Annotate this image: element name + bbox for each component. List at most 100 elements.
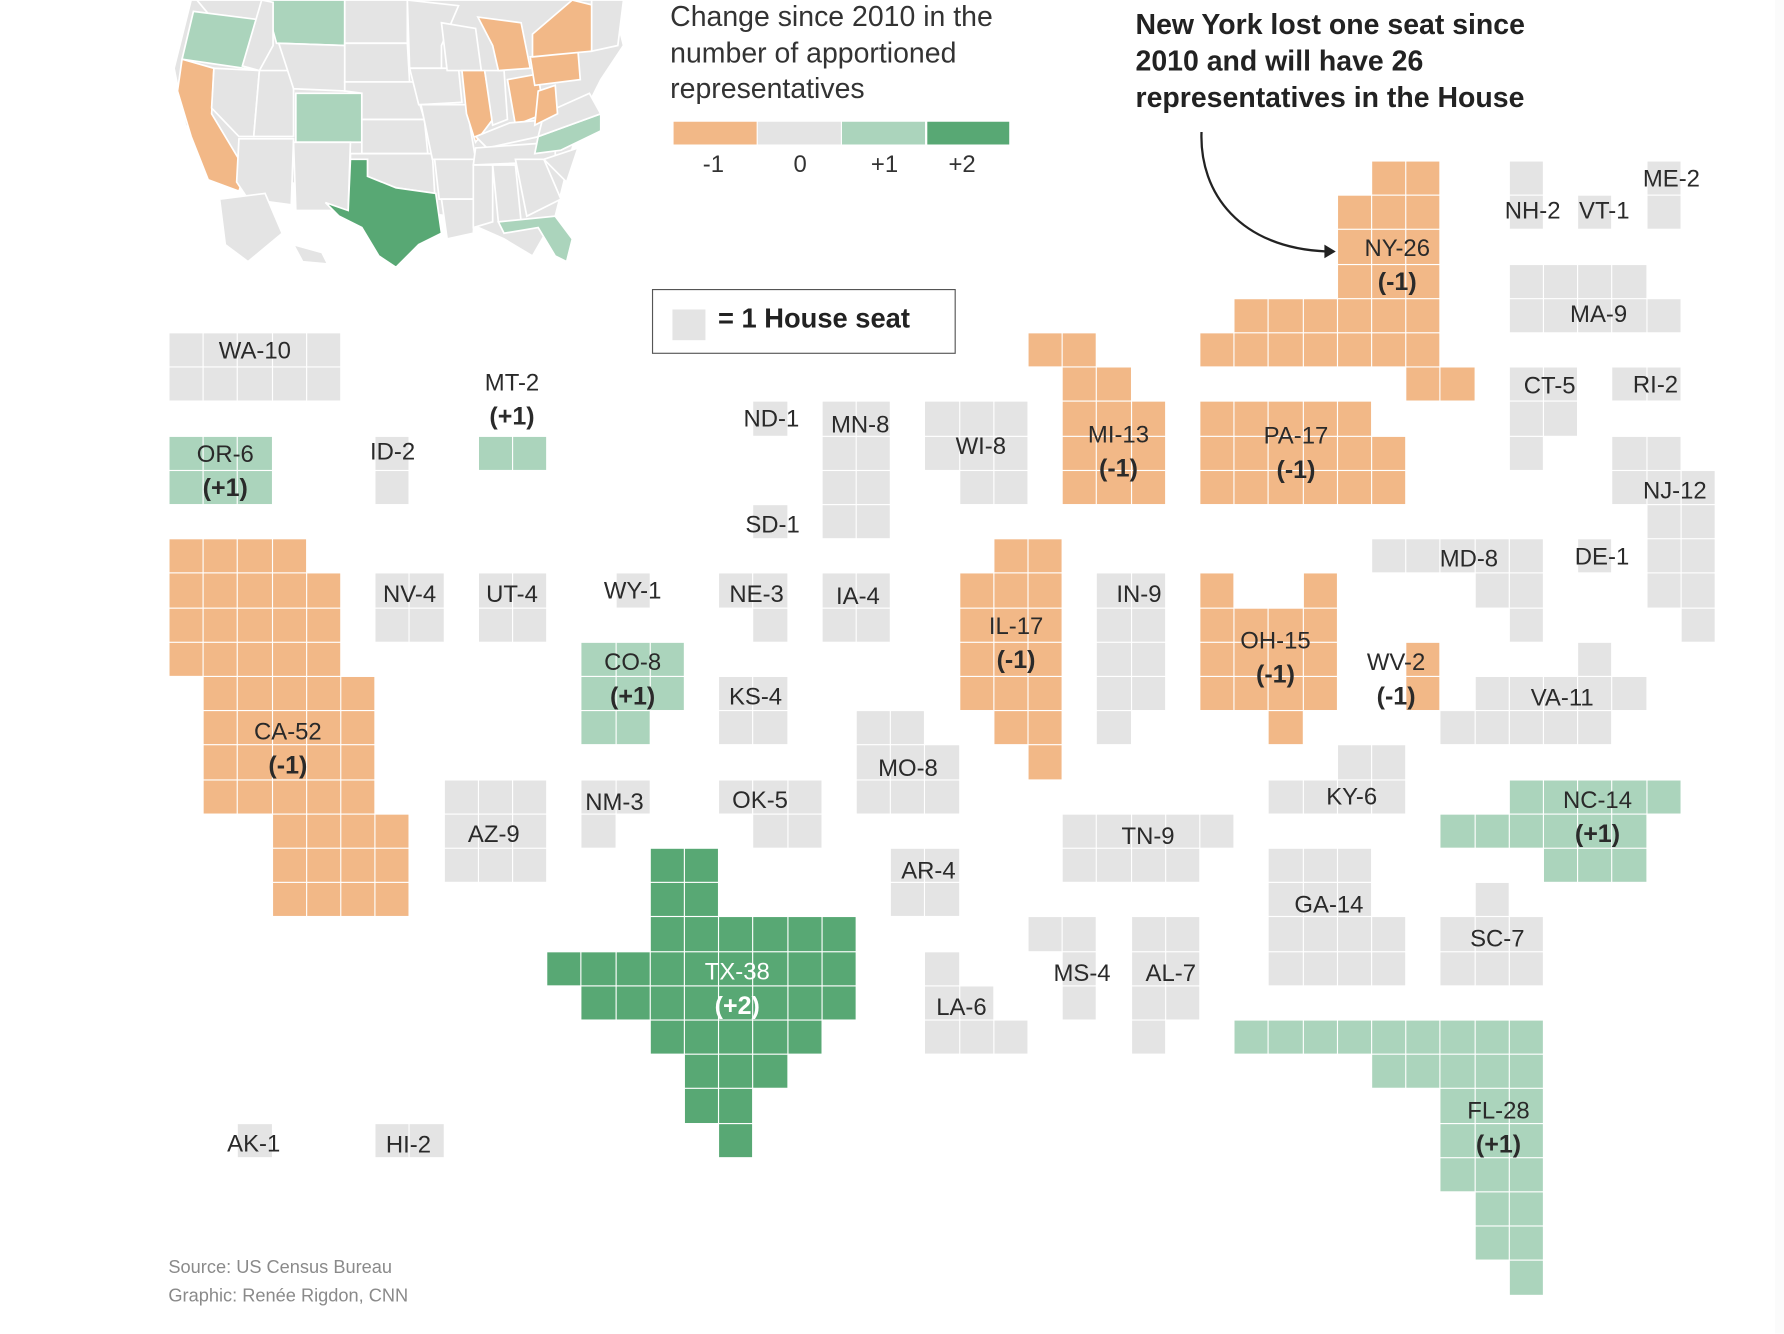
seat-tile xyxy=(1269,951,1303,986)
seat-tile xyxy=(238,539,272,573)
seat-tile xyxy=(994,711,1028,745)
state-label: NE-3 xyxy=(729,581,784,608)
seat-tile xyxy=(375,1123,409,1157)
seat-tile xyxy=(616,780,650,814)
seat-tile xyxy=(444,814,478,848)
mini-map-nd xyxy=(343,0,409,45)
state-label: MA-9 xyxy=(1570,301,1628,328)
seat-tile xyxy=(306,883,341,917)
seat-tile xyxy=(1509,1089,1543,1123)
seat-tile xyxy=(1337,780,1372,814)
mini-map-hi xyxy=(291,243,330,265)
seat-tile xyxy=(719,573,753,608)
seat-tile xyxy=(1028,642,1062,676)
seat-tile xyxy=(1475,1123,1509,1157)
seat-tile xyxy=(1097,711,1131,745)
seat-tile xyxy=(1509,161,1543,195)
state-label: DE-1 xyxy=(1574,543,1630,571)
state-label: OH-15 xyxy=(1240,628,1311,655)
seat-tile xyxy=(1543,711,1578,745)
seat-tile xyxy=(753,608,787,642)
seat-tile xyxy=(1543,367,1578,401)
seat-tile xyxy=(1303,642,1337,676)
seat-tile xyxy=(238,676,272,711)
seat-tile xyxy=(306,367,341,401)
seat-tile xyxy=(547,951,581,986)
seat-tile xyxy=(375,883,409,917)
seat-tile xyxy=(1475,814,1509,848)
seat-tile xyxy=(1372,230,1406,264)
seat-tile xyxy=(1440,1020,1475,1054)
seat-tile xyxy=(1303,470,1337,505)
seat-tile xyxy=(822,608,856,642)
seat-tile xyxy=(1269,642,1303,676)
seat-tile xyxy=(1440,951,1475,986)
seat-tile xyxy=(1681,573,1715,608)
seat-tile xyxy=(925,1020,959,1054)
seat-tile xyxy=(994,470,1028,505)
seat-tile xyxy=(856,436,890,470)
seat-tile xyxy=(650,642,684,676)
seat-tile xyxy=(1303,676,1337,711)
seat-tile xyxy=(1406,333,1440,367)
state-label: WV-2 xyxy=(1366,649,1426,676)
seat-tile xyxy=(719,1089,753,1123)
seat-tile xyxy=(375,573,409,608)
seat-tile xyxy=(1303,883,1337,917)
mini-map-mn xyxy=(406,0,460,70)
seat-tile xyxy=(1269,333,1303,367)
seat-tile xyxy=(169,608,203,642)
state-label: NH-2 xyxy=(1504,197,1561,225)
seat-tile xyxy=(1097,470,1131,505)
seat-tile xyxy=(684,1020,719,1054)
seat-tile xyxy=(1509,951,1543,986)
seat-tile xyxy=(203,573,238,608)
seat-tile xyxy=(1234,642,1268,676)
seat-tile xyxy=(1303,299,1337,333)
seat-tile xyxy=(1372,264,1406,298)
seat-tile xyxy=(1200,470,1234,505)
seat-tile xyxy=(1131,402,1165,436)
seat-tile xyxy=(1406,161,1440,195)
seat-tile xyxy=(1509,1226,1543,1260)
seat-tile xyxy=(1509,814,1543,848)
seat-tile xyxy=(1337,1020,1372,1054)
state-label: ID-2 xyxy=(369,439,416,466)
seat-tile xyxy=(856,745,890,779)
state-change-label: (-1) xyxy=(1377,267,1417,296)
seat-tile xyxy=(1647,367,1681,401)
seat-tile xyxy=(272,883,306,917)
seat-tile xyxy=(1475,1054,1509,1089)
seat-tile xyxy=(1303,402,1337,436)
seat-tile xyxy=(959,1020,994,1054)
seat-tile xyxy=(1612,299,1646,333)
seat-tile xyxy=(1097,367,1131,401)
seat-tile xyxy=(1028,745,1062,779)
seat-tile xyxy=(1475,917,1509,951)
seat-tile xyxy=(1028,539,1062,573)
seat-tile xyxy=(1200,608,1234,642)
seat-tile xyxy=(306,676,341,711)
seat-tile xyxy=(306,780,341,814)
seat-tile xyxy=(650,1020,684,1054)
seat-tile xyxy=(1337,436,1372,470)
seat-tile xyxy=(238,573,272,608)
seat-tile xyxy=(753,676,787,711)
seat-tile xyxy=(959,573,994,608)
seat-tile xyxy=(1543,848,1578,883)
seat-tile xyxy=(1647,539,1681,573)
seat-tile xyxy=(1475,1158,1509,1192)
seat-tile xyxy=(1166,951,1200,986)
state-change-label: (+1) xyxy=(202,473,248,502)
us-locator-map xyxy=(173,0,625,268)
seat-tile xyxy=(306,642,341,676)
state-change-label: (-1) xyxy=(1256,659,1295,689)
seat-tile xyxy=(891,848,925,883)
seat-tile xyxy=(856,402,890,436)
seat-tile xyxy=(238,436,272,470)
seat-tile xyxy=(513,608,547,642)
mini-map-id xyxy=(241,0,274,72)
seat-tile xyxy=(856,608,890,642)
state-label: UT-4 xyxy=(486,581,538,608)
seat-tile xyxy=(581,676,616,711)
